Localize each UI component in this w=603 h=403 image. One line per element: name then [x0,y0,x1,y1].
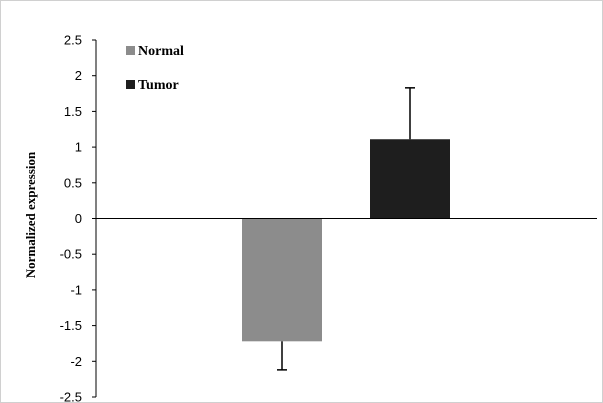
y-tick-label: 0 [75,211,82,226]
y-tick-label: 1.5 [64,104,82,119]
legend-label-tumor: Tumor [138,78,179,93]
error-bars [277,87,415,371]
legend-swatch-tumor [126,80,135,89]
y-tick-label: 0.5 [64,175,82,190]
legend-swatch-normal [126,46,135,55]
bar-tumor [370,139,450,219]
y-tick-label: 2.5 [64,33,82,48]
y-ticks: 2.5 2 1.5 1 0.5 0 -0.5 -1 -1.5 -2 -2.5 [60,33,96,403]
y-tick-label: -0.5 [60,247,82,262]
bar-normal [242,218,322,342]
bars [242,139,450,342]
y-tick-label: -2 [70,354,82,369]
legend-label-normal: Normal [138,44,184,59]
y-axis-title: Normalized expression [23,151,38,278]
y-tick-label: 1 [75,140,82,155]
y-tick-label: -1.5 [60,318,82,333]
y-tick-label: -2.5 [60,390,82,403]
y-tick-label: 2 [75,68,82,83]
legend: Normal Tumor [126,44,184,93]
y-tick-label: -1 [70,282,82,297]
